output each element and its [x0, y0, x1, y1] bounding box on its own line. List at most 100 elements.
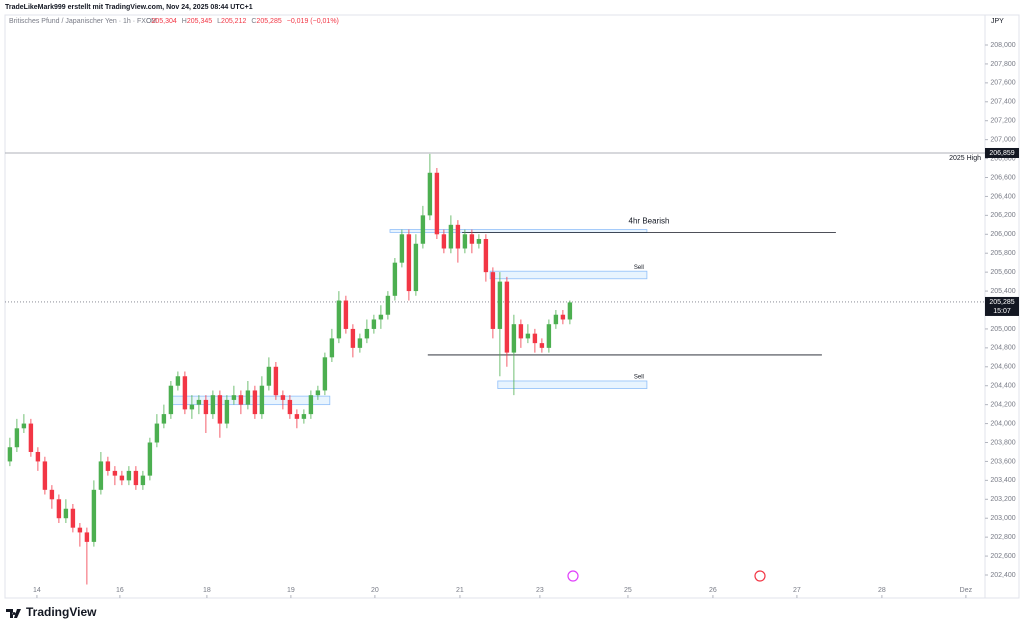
candle-body — [357, 338, 363, 348]
candle-body — [182, 376, 188, 410]
candle-body — [364, 328, 370, 339]
candle-body — [189, 404, 195, 410]
candle-body — [238, 395, 244, 405]
candle-body — [392, 262, 398, 296]
x-tick-label: 16 — [116, 587, 124, 594]
candle-body — [14, 428, 20, 448]
y-tick-label: 207,400 — [990, 99, 1015, 106]
candle-body — [490, 272, 496, 329]
candle-body — [266, 366, 272, 386]
candle-body — [70, 508, 76, 528]
candle-body — [63, 508, 69, 519]
event-icon[interactable] — [567, 570, 579, 582]
x-tick-label: 25 — [624, 587, 632, 594]
candle-body — [252, 390, 258, 415]
candle-body — [294, 414, 300, 419]
high-label: 206,859 — [989, 150, 1014, 157]
candle-body — [56, 499, 62, 519]
zone — [389, 229, 648, 233]
y-tick-label: 202,600 — [990, 553, 1015, 560]
currency: JPY — [991, 18, 1004, 25]
event-icon[interactable] — [754, 570, 766, 582]
candle-body — [42, 461, 48, 490]
y-tick-label: 206,000 — [990, 231, 1015, 238]
y-tick-label: 206,400 — [990, 193, 1015, 200]
candle-body — [161, 414, 167, 424]
y-tick-label: 204,000 — [990, 420, 1015, 427]
candle-body — [532, 333, 538, 344]
candle-body — [497, 281, 503, 329]
candle-body — [413, 243, 419, 292]
y-tick-label: 207,800 — [990, 61, 1015, 68]
candle-body — [84, 532, 90, 542]
candle-body — [518, 324, 524, 339]
x-tick-label: 21 — [456, 587, 464, 594]
candle-body — [525, 333, 531, 339]
ohlc-key: O — [146, 18, 152, 25]
y-tick-label: 205,000 — [990, 326, 1015, 333]
candle-body — [434, 172, 440, 235]
candle-body — [273, 366, 279, 396]
candle-body — [91, 489, 97, 542]
ohlc-key: L — [217, 18, 221, 25]
candle-body — [21, 423, 27, 429]
brand: TradingView — [26, 605, 97, 619]
candle-body — [483, 239, 489, 273]
candle-body — [245, 390, 251, 405]
ohlc-value: −0,019 (−0,01%) — [287, 18, 339, 25]
candle-body — [448, 224, 454, 249]
x-tick-label: 20 — [371, 587, 379, 594]
candle-body — [399, 234, 405, 263]
y-tick-label: 207,000 — [990, 136, 1015, 143]
y-tick-label: 204,400 — [990, 383, 1015, 390]
zone — [489, 270, 648, 280]
ohlc-key: C — [251, 18, 256, 25]
x-tick-label: 26 — [709, 587, 717, 594]
candle-body — [567, 302, 573, 320]
ohlc-key: H — [182, 18, 187, 25]
candle-body — [259, 385, 265, 415]
ohlc-value: 205,285 — [256, 18, 281, 25]
candle-body — [203, 399, 209, 415]
y-tick-label: 202,800 — [990, 534, 1015, 541]
candle-body — [420, 215, 426, 244]
candle-body — [231, 395, 237, 400]
x-tick-label: 23 — [536, 587, 544, 594]
last-label: 205,285 — [989, 299, 1014, 306]
candle-body — [322, 357, 328, 391]
candle-body — [133, 470, 139, 486]
candle-body — [469, 234, 475, 244]
candle-body — [329, 338, 335, 358]
candle-body — [196, 399, 202, 405]
credit: TradeLikeMark999 erstellt mit TradingVie… — [5, 4, 253, 11]
zone-label: Sell — [634, 375, 644, 381]
y-tick-label: 207,600 — [990, 80, 1015, 87]
y-tick-label: 205,400 — [990, 288, 1015, 295]
y-tick-label: 203,200 — [990, 496, 1015, 503]
x-tick-label: 14 — [33, 587, 41, 594]
x-tick-label: 19 — [287, 587, 295, 594]
candle-body — [511, 324, 517, 353]
candle-body — [168, 385, 174, 415]
candle-body — [140, 475, 146, 486]
candle-body — [441, 234, 447, 249]
candle-body — [35, 451, 41, 462]
candle-body — [343, 300, 349, 329]
candle-body — [455, 224, 461, 249]
zone-label: Sell — [634, 265, 644, 271]
candle-body — [539, 343, 545, 348]
candle-body — [378, 314, 384, 320]
candle-body — [462, 234, 468, 249]
candle-body — [77, 527, 83, 533]
candle-body — [560, 314, 566, 320]
candle-body — [350, 328, 356, 348]
candle-body — [371, 319, 377, 329]
candle-body — [504, 281, 510, 353]
y-tick-label: 203,400 — [990, 477, 1015, 484]
y-tick-label: 207,200 — [990, 118, 1015, 125]
candle-body — [217, 395, 223, 424]
candle-body — [126, 470, 132, 481]
y-tick-label: 206,600 — [990, 174, 1015, 181]
